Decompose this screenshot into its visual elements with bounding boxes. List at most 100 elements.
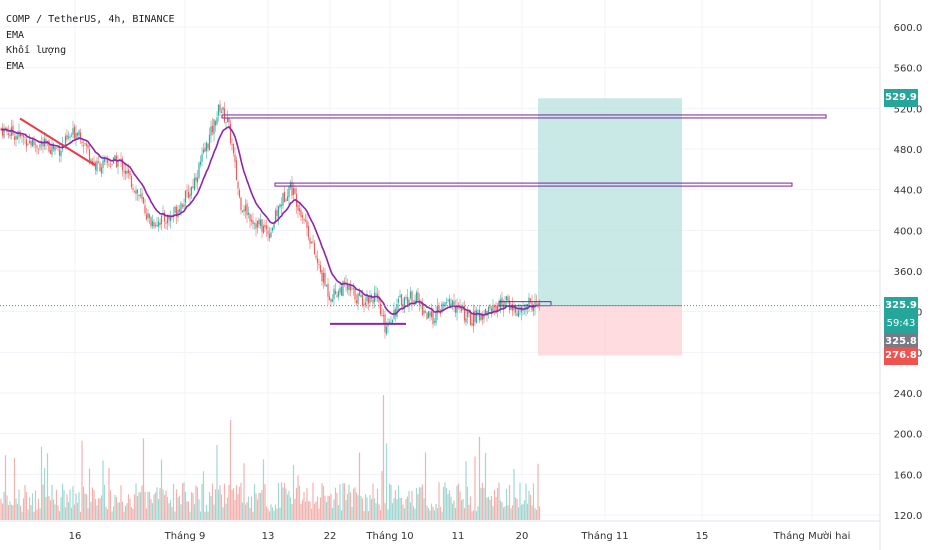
candle-body bbox=[379, 303, 382, 315]
volume-bar bbox=[457, 483, 460, 520]
candle-body bbox=[222, 106, 224, 111]
volume-bar bbox=[294, 498, 296, 520]
volume-bar bbox=[211, 483, 214, 520]
candle-body bbox=[352, 288, 355, 290]
candle-body bbox=[399, 295, 401, 298]
candle-body bbox=[36, 145, 38, 148]
volume-bar bbox=[445, 488, 448, 520]
candle-body bbox=[327, 283, 329, 297]
volume-bar bbox=[240, 482, 242, 520]
volume-bar bbox=[420, 487, 422, 520]
volume-bar bbox=[468, 504, 470, 520]
volume-bar bbox=[10, 504, 13, 520]
candle-body bbox=[33, 140, 35, 145]
candle-body bbox=[19, 133, 22, 137]
volume-bar bbox=[495, 497, 497, 520]
volume-bar bbox=[238, 486, 241, 520]
candle-body bbox=[433, 321, 436, 323]
candle-body bbox=[229, 123, 232, 144]
volume-bar bbox=[42, 484, 44, 520]
volume-bar bbox=[91, 487, 94, 520]
volume-bar bbox=[300, 504, 302, 520]
candle-body bbox=[462, 307, 464, 310]
position-zones[interactable] bbox=[538, 98, 682, 356]
volume-bar bbox=[199, 511, 202, 520]
symbol-title[interactable]: COMP / TetherUS, 4h, BINANCE bbox=[6, 14, 175, 25]
candle-body bbox=[261, 219, 263, 232]
volume-bar bbox=[118, 502, 121, 520]
loss-zone[interactable] bbox=[538, 305, 682, 356]
candle-body bbox=[42, 142, 44, 147]
volume-bar bbox=[535, 509, 538, 520]
candle-body bbox=[322, 272, 325, 283]
candle-body bbox=[196, 177, 199, 183]
candle-body bbox=[291, 181, 293, 196]
volume-bar bbox=[315, 501, 317, 520]
candle-body bbox=[153, 222, 155, 227]
volume-bar bbox=[30, 505, 32, 520]
candle-body bbox=[337, 291, 340, 297]
volume-bar bbox=[318, 508, 320, 520]
candle-body bbox=[192, 186, 194, 189]
volume-bar bbox=[282, 487, 284, 520]
volume-bar bbox=[154, 492, 157, 520]
volume-bar bbox=[225, 503, 227, 520]
candle-body bbox=[91, 161, 94, 164]
profit-zone[interactable] bbox=[538, 98, 682, 306]
resistance-line bbox=[274, 182, 793, 187]
candle-body bbox=[306, 220, 308, 228]
volume-bar bbox=[6, 495, 8, 520]
volume-bar bbox=[181, 483, 184, 520]
volume-bar bbox=[271, 507, 274, 520]
volume-bar bbox=[486, 497, 488, 520]
drawings[interactable] bbox=[19, 114, 827, 325]
candle-body bbox=[340, 286, 343, 296]
candle-body bbox=[45, 139, 47, 144]
volume-bar bbox=[52, 499, 55, 520]
volume-bar bbox=[393, 498, 395, 520]
candle-body bbox=[294, 188, 296, 194]
volume-bar bbox=[256, 499, 259, 520]
volume-bar bbox=[286, 494, 289, 520]
price-tick-label: 160.0 bbox=[894, 470, 923, 481]
candle-body bbox=[310, 242, 313, 244]
stop-price-tag: 276.8 bbox=[884, 346, 918, 365]
candle-body bbox=[276, 209, 278, 217]
candle-body bbox=[282, 192, 284, 206]
candle-body bbox=[210, 126, 212, 136]
volume-bar bbox=[339, 484, 341, 520]
volume-bar bbox=[484, 452, 487, 520]
candle-body bbox=[444, 302, 446, 307]
ema-legend-2[interactable]: EMA bbox=[6, 60, 25, 72]
candle-body bbox=[372, 299, 374, 304]
volume-bar bbox=[109, 490, 112, 520]
volume-bar bbox=[522, 504, 524, 520]
volume-bar bbox=[463, 507, 466, 520]
volume-bar bbox=[433, 510, 436, 520]
volume-bar bbox=[204, 511, 206, 520]
volume-bar bbox=[519, 482, 521, 520]
candle-body bbox=[13, 136, 16, 140]
volume-bar bbox=[537, 463, 539, 520]
volume-bar bbox=[424, 452, 427, 520]
volume-bar bbox=[25, 492, 28, 520]
ema-legend[interactable]: EMA bbox=[6, 29, 25, 41]
candle-body bbox=[490, 308, 493, 314]
candle-body bbox=[228, 118, 230, 123]
volume-legend[interactable]: Khối lượng bbox=[6, 45, 67, 56]
volume-bar bbox=[363, 511, 365, 520]
candle-body bbox=[283, 191, 286, 202]
candle-body bbox=[39, 144, 41, 148]
candle-body bbox=[333, 288, 335, 299]
volume-bar bbox=[523, 500, 526, 520]
candle-body bbox=[363, 304, 365, 305]
candle-body bbox=[97, 161, 100, 163]
volume-bar bbox=[346, 493, 349, 520]
volume-bar bbox=[303, 492, 305, 520]
candle-body bbox=[246, 203, 248, 216]
volume-bar bbox=[331, 508, 334, 520]
candle-body bbox=[456, 305, 458, 313]
volume-bar bbox=[55, 489, 58, 520]
volume-bar bbox=[132, 508, 134, 520]
